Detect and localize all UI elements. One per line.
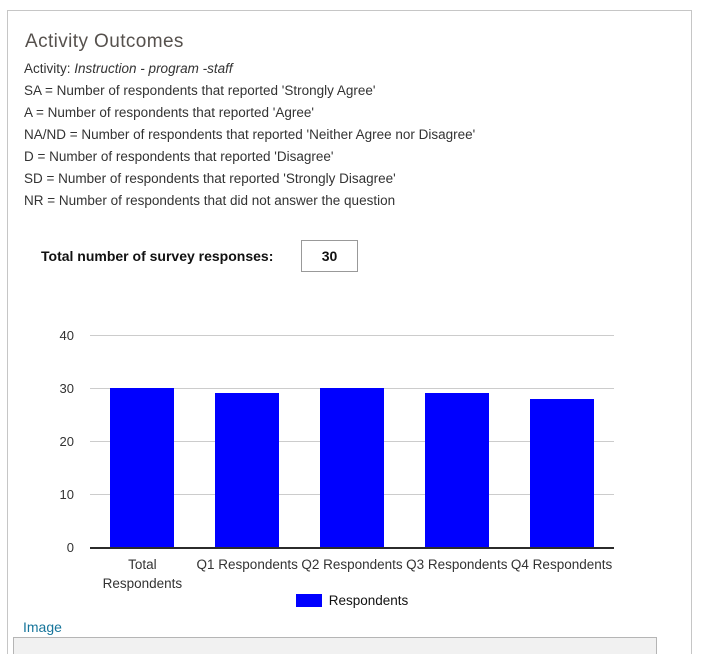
activity-outcomes-panel: Activity Outcomes Activity: Instruction … [7,10,692,654]
next-section-partial [13,637,657,654]
y-tick-label: 40 [59,328,74,343]
bar-q3-respondents [424,393,489,547]
x-tick-label: Q1 Respondents [196,557,298,572]
x-tick-label: Total Respondents [102,557,183,591]
total-responses-field[interactable]: 30 [301,240,358,272]
x-tick-label: Q3 Respondents [406,557,508,572]
definition-line-sa: SA = Number of respondents that reported… [24,83,376,98]
y-tick-label: 0 [66,540,74,555]
legend-swatch [295,594,322,607]
bar-total-respondents [110,388,175,547]
image-link[interactable]: Image [23,619,62,635]
plot-area [90,335,614,549]
activity-label: Activity: [24,61,71,76]
bar-q2-respondents [320,388,384,547]
definition-line-d: D = Number of respondents that reported … [24,149,334,164]
page-title: Activity Outcomes [25,31,184,52]
respondents-bar-chart: 0 10 20 30 40 Total Respondents Q1 Respondent… [8,328,691,617]
x-tick-label: Q2 Respondents [301,557,403,572]
chart-legend: Respondents [90,593,614,608]
x-tick-label: Q4 Respondents [510,557,613,572]
legend-label: Respondents [328,593,409,608]
activity-line: Activity: Instruction - program -staff [24,58,691,80]
definition-line-sd: SD = Number of respondents that reported… [24,171,396,186]
x-axis-labels: Total Respondents Q1 Respondents Q2 Respon… [90,555,614,595]
y-gridline [90,335,614,336]
total-responses-row: Total number of survey responses: 30 [41,240,691,272]
y-tick-label: 30 [59,381,74,396]
y-tick-label: 10 [59,487,74,502]
y-tick-label: 20 [59,434,74,449]
definitions-block: Activity: Instruction - program -staff S… [24,58,691,212]
definition-line-nr: NR = Number of respondents that did not … [24,193,396,208]
bar-q4-respondents [529,398,594,547]
definition-line-a: A = Number of respondents that reported … [24,105,314,120]
total-responses-label: Total number of survey responses: [41,248,274,264]
y-axis: 0 10 20 30 40 [8,328,82,555]
bar-q1-respondents [215,393,280,547]
definition-line-nand: NA/ND = Number of respondents that repor… [24,127,476,142]
activity-value: Instruction - program -staff [74,61,233,76]
